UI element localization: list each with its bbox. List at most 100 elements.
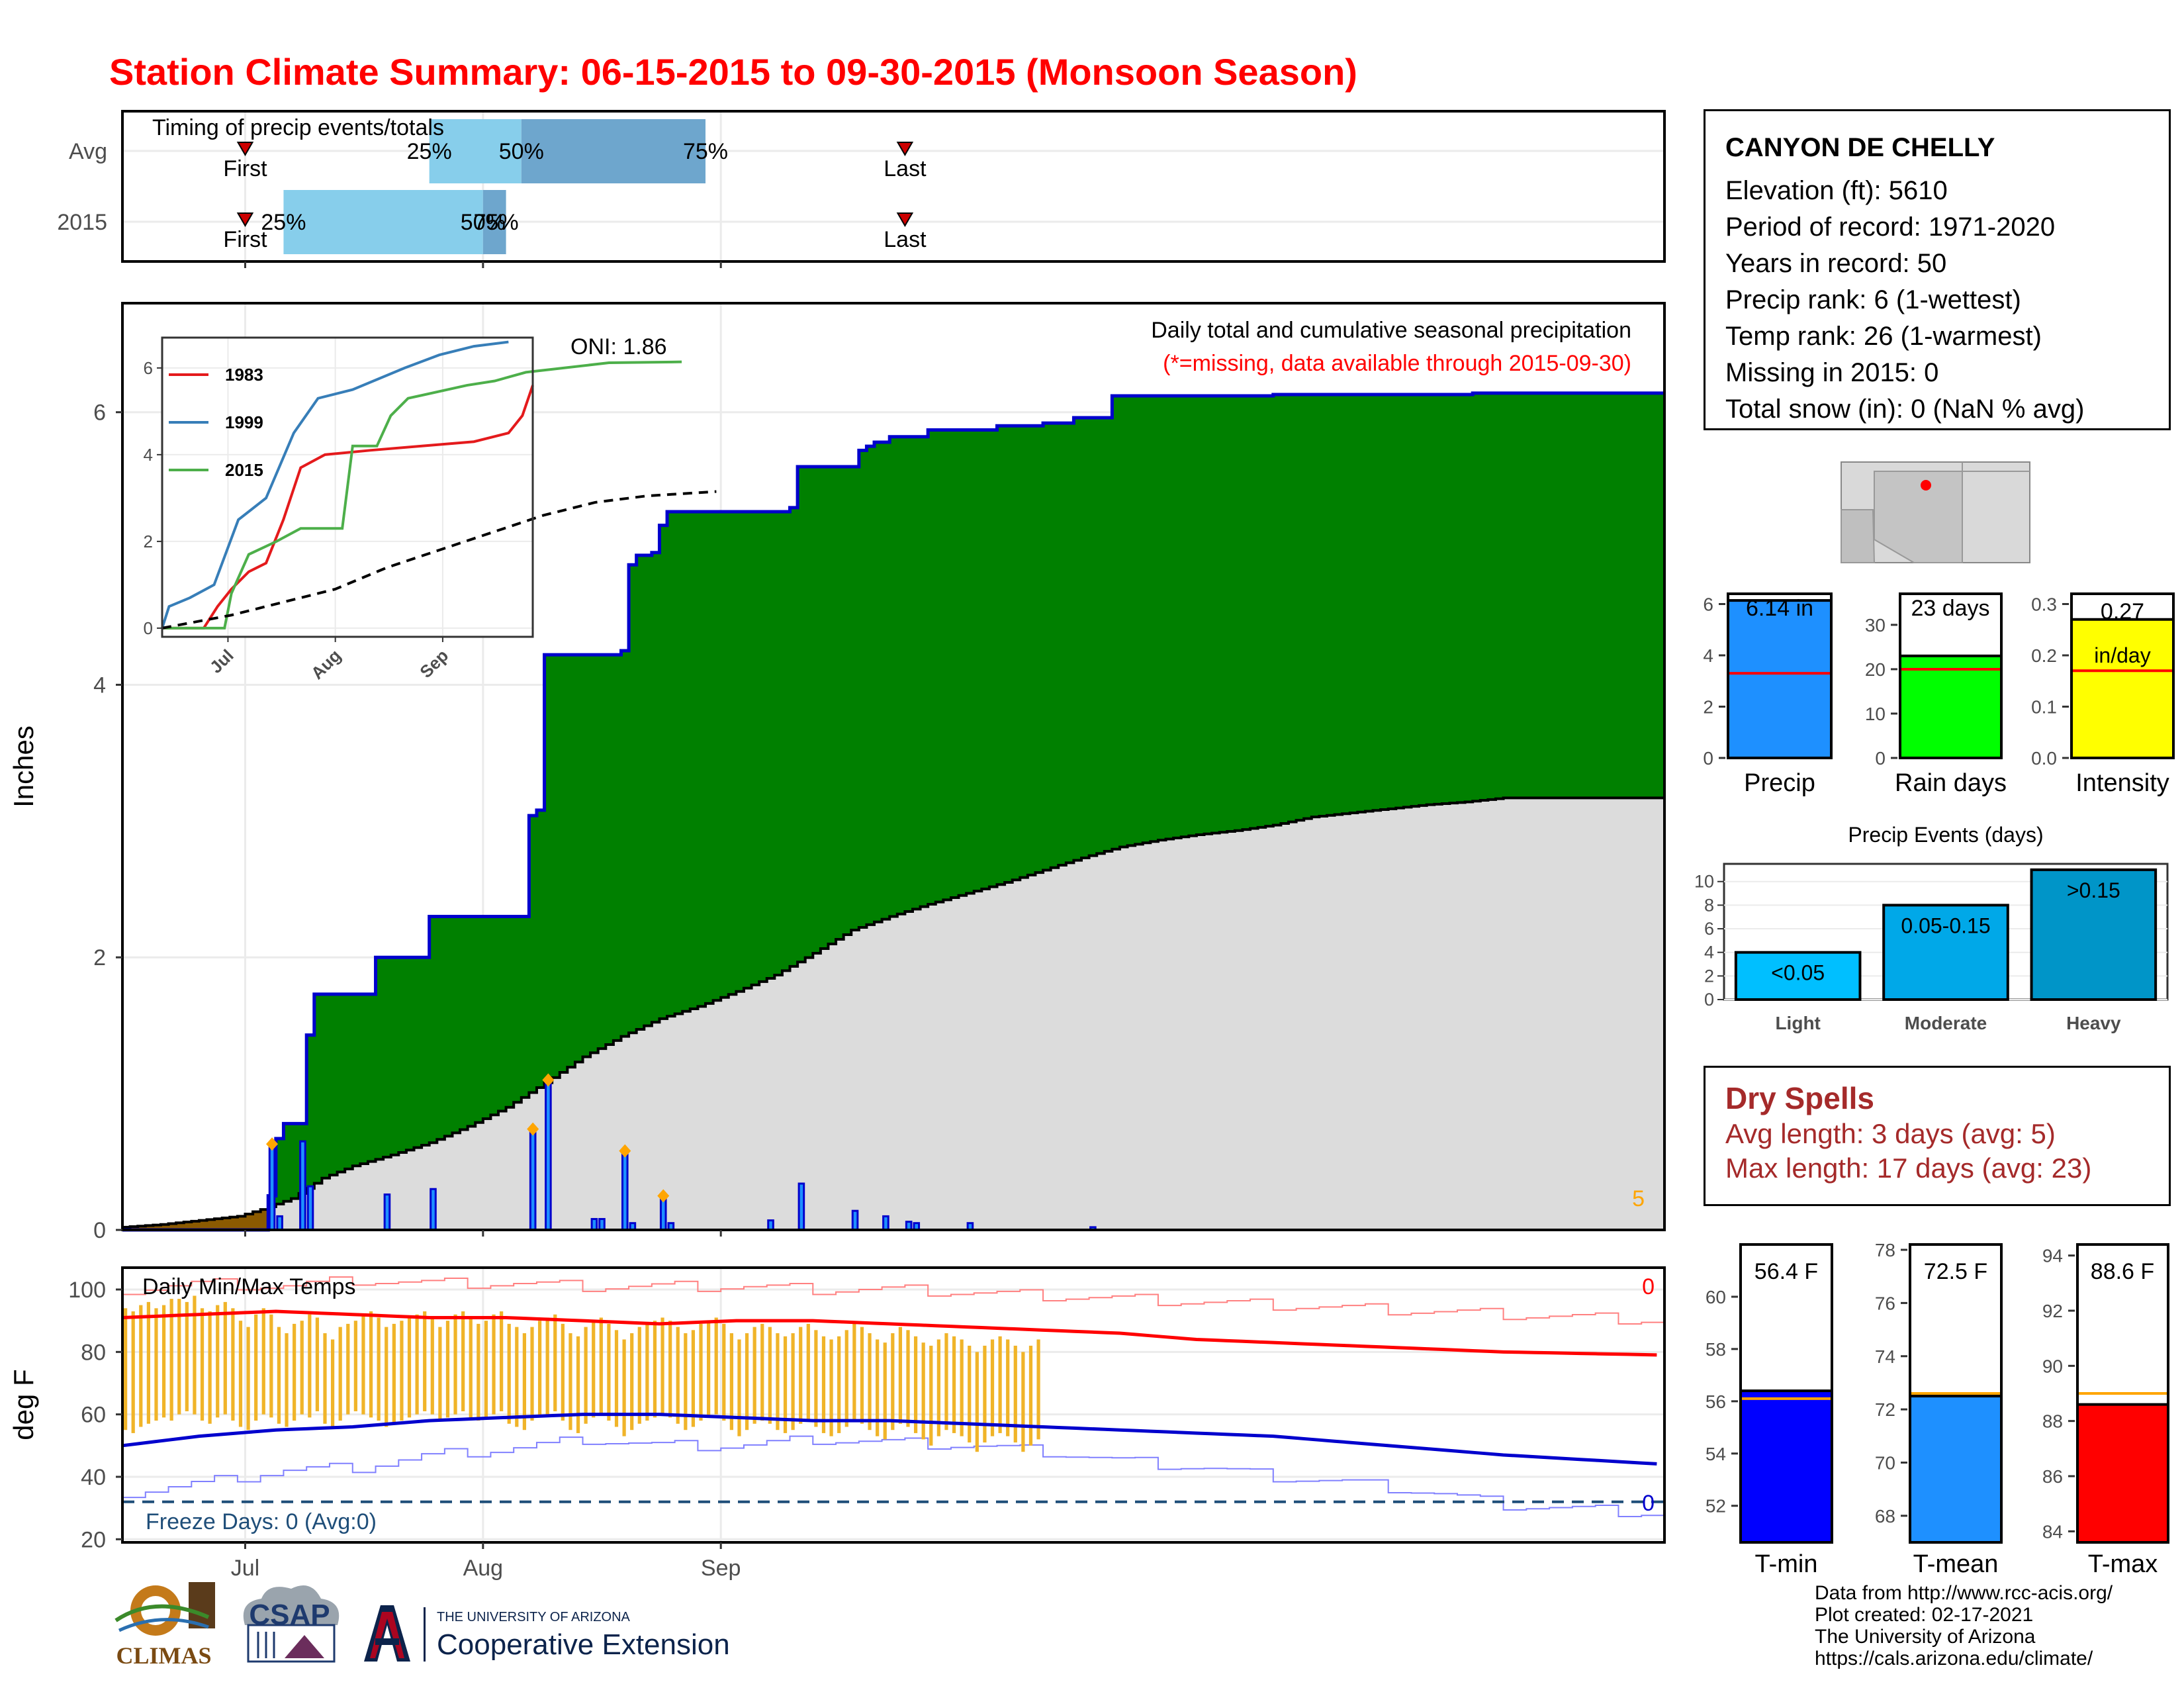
y-tick-label: 78	[1875, 1240, 1895, 1260]
y-tick-label: 86	[2042, 1466, 2063, 1487]
daily-temp-bar	[783, 1336, 788, 1433]
y-tick-label: 4	[1703, 645, 1713, 666]
inset-border	[161, 336, 534, 638]
y-tick-label: 94	[2042, 1246, 2063, 1266]
daily-temp-bar	[975, 1352, 979, 1452]
T-min-title: T-min	[1755, 1550, 1818, 1578]
Precip-title: Precip	[1744, 769, 1815, 797]
inset-y-tick-label: 0	[144, 618, 153, 638]
missing-count: 5	[1632, 1186, 1645, 1211]
daily-temp-bar	[929, 1345, 933, 1446]
daily-temp-bar	[592, 1321, 596, 1418]
climas-text: CLIMAS	[116, 1642, 212, 1669]
T-max-value-label: 88.6 F	[2091, 1259, 2154, 1284]
y-tick-label: 70	[1875, 1452, 1895, 1473]
daily-precip-bar	[598, 1218, 606, 1231]
T-mean-bar-outline	[1909, 1395, 2003, 1544]
station-temp-rank: Temp rank: 26 (1-warmest)	[1725, 322, 2042, 351]
daily-precip-bar	[276, 1215, 283, 1231]
daily-precip-bar	[383, 1193, 391, 1231]
map-state-shape	[1841, 509, 1876, 563]
y-tick-label: 6	[93, 400, 106, 426]
daily-temp-bar	[891, 1333, 895, 1430]
Rain days-bar-outline	[1899, 654, 2003, 759]
quantile-bar-25-50	[283, 190, 483, 254]
below-average-area	[122, 1209, 269, 1230]
y-tick-label: 92	[2042, 1301, 2063, 1321]
y-axis-title: deg F	[8, 1369, 39, 1440]
T-mean-bar	[1910, 1396, 2001, 1542]
daily-temp-bar	[515, 1327, 519, 1427]
daily-temp-bar	[745, 1333, 749, 1430]
daily-temp-bar	[1013, 1345, 1017, 1443]
daily-precip-bar	[545, 1079, 552, 1231]
daily-temp-bar	[737, 1339, 741, 1436]
daily-temp-bar	[653, 1321, 657, 1418]
daily-temp-bar	[461, 1311, 465, 1411]
daily-temp-bar	[261, 1308, 265, 1415]
daily-temp-bar	[883, 1342, 887, 1440]
daily-temp-bar	[829, 1339, 833, 1436]
daily-precip-bar	[430, 1188, 437, 1231]
y-tick-label: 10	[1865, 704, 1886, 724]
daily-temp-bar	[500, 1311, 504, 1411]
daily-temp-bar	[968, 1345, 972, 1443]
event-category-label: Heavy	[2066, 1013, 2121, 1033]
y-tick-label: 60	[1706, 1287, 1726, 1307]
daily-temp-bar	[445, 1321, 450, 1418]
y-tick-label: 0	[1875, 748, 1886, 769]
y-tick-label: 76	[1875, 1293, 1895, 1313]
daily-temp-bar	[154, 1308, 158, 1421]
daily-temp-bar	[960, 1339, 964, 1436]
daily-temp-bar	[423, 1311, 427, 1411]
daily-temp-bar	[1036, 1339, 1040, 1440]
dry-spells-max: Max length: 17 days (avg: 23)	[1725, 1152, 2092, 1184]
quantile-label: 25%	[261, 210, 306, 235]
T-max-bar-outline	[2076, 1403, 2169, 1544]
T-max-bar	[2077, 1404, 2168, 1542]
event-category-label: Light	[1775, 1013, 1820, 1033]
daily-temp-bar	[791, 1333, 795, 1430]
climas-logo: CLIMAS	[109, 1581, 218, 1673]
daily-temp-bar	[269, 1314, 273, 1418]
daily-temp-bar	[998, 1336, 1002, 1433]
daily-temp-bar	[469, 1317, 473, 1418]
y-tick-label: 74	[1875, 1346, 1895, 1367]
daily-temp-bar	[507, 1323, 511, 1424]
Intensity-unit-label: in/day	[2094, 643, 2150, 667]
daily-temp-bar	[254, 1314, 258, 1421]
location-map	[1841, 461, 2030, 563]
freeze-days-label: Freeze Days: 0 (Avg:0)	[146, 1509, 377, 1534]
daily-temp-bar	[477, 1323, 480, 1421]
inset-series-line	[161, 340, 509, 629]
T-mean-title: T-mean	[1913, 1550, 1999, 1578]
panel-border	[121, 110, 1666, 263]
x-tick-label: Sep	[701, 1556, 741, 1581]
daily-temp-bar	[990, 1339, 995, 1436]
inset-legend-label: 1983	[225, 365, 263, 385]
daily-temp-bar	[323, 1333, 327, 1424]
Intensity-bar	[2071, 619, 2173, 758]
T-min-bar	[1741, 1391, 1832, 1542]
daily-temp-bar	[952, 1336, 956, 1433]
dry-spells-title: Dry Spells	[1725, 1081, 1874, 1115]
daily-temp-bar	[868, 1333, 872, 1430]
inset-y-tick-label: 6	[144, 358, 153, 378]
credit-line: Plot created: 02-17-2021	[1815, 1604, 2034, 1626]
daily-temp-bar	[545, 1317, 549, 1415]
credit-line: Data from http://www.rcc-acis.org/	[1815, 1582, 2113, 1604]
y-tick-label: 8	[1704, 895, 1714, 915]
quantile-bar-50-75	[482, 190, 506, 254]
record-max-line	[122, 1276, 1665, 1325]
y-tick-label: 54	[1706, 1444, 1726, 1464]
daily-temp-bar	[637, 1327, 641, 1424]
average-cumulative-line	[122, 796, 1664, 1229]
daily-temp-bar	[622, 1339, 626, 1436]
daily-temp-bar	[453, 1314, 457, 1415]
station-location-marker	[1921, 480, 1931, 491]
missing-marker	[542, 1073, 555, 1087]
daily-temp-bar	[231, 1308, 235, 1421]
daily-temp-bar	[185, 1301, 189, 1411]
